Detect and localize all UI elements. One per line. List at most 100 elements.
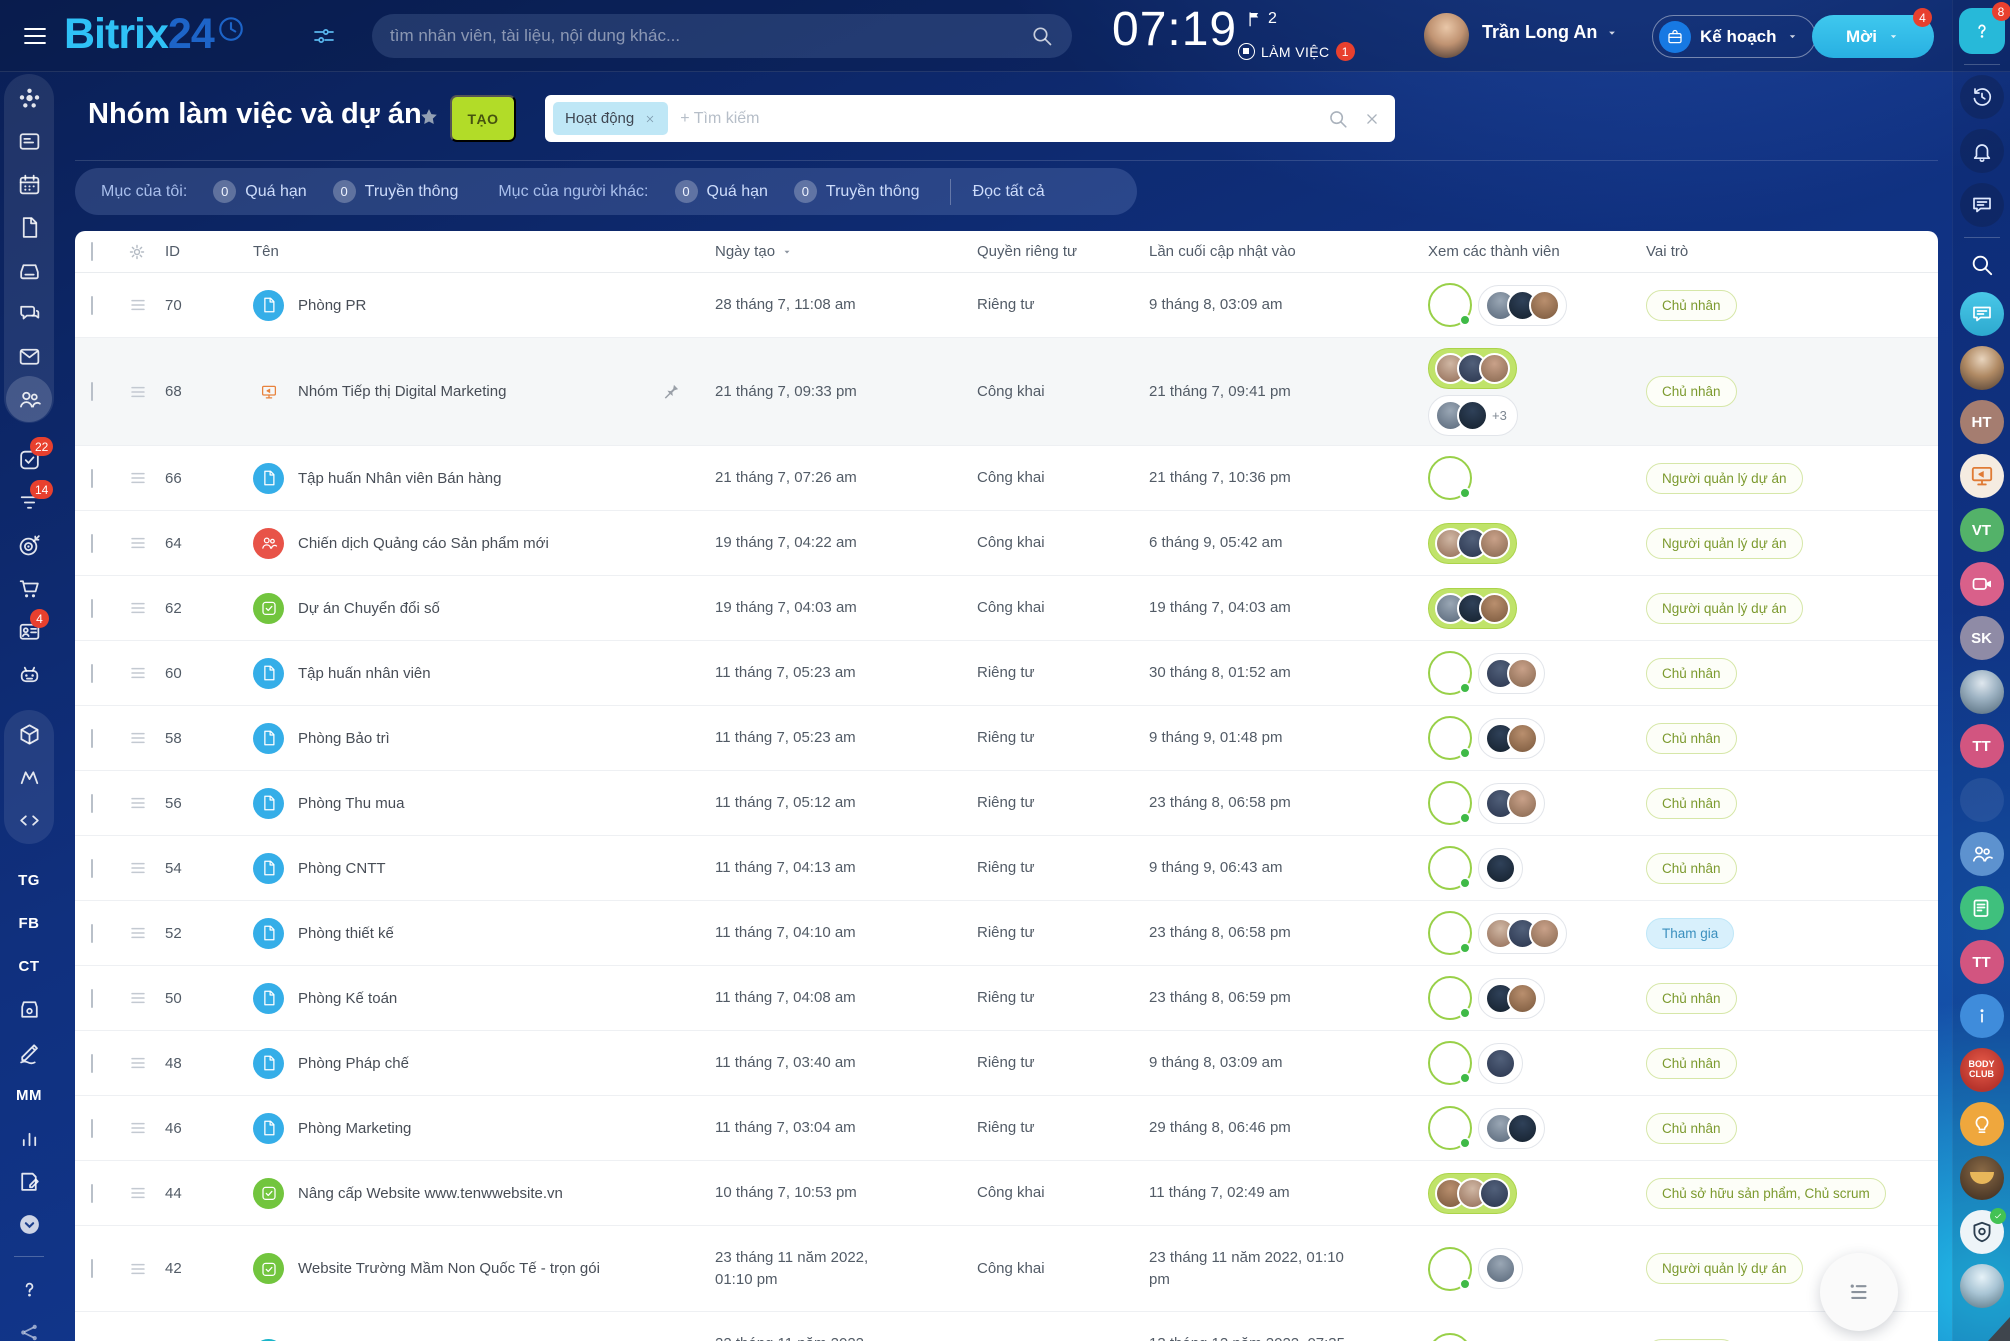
filter-search-icon[interactable]	[1327, 108, 1349, 130]
table-row[interactable]: 62 Dự án Chuyển đổi số 19 tháng 7, 04:03 a…	[75, 576, 1938, 641]
role-badge[interactable]: Chủ nhân	[1646, 1112, 1737, 1144]
group-name-link[interactable]: Phòng thiết kế	[298, 924, 394, 942]
member-group[interactable]	[1428, 1172, 1517, 1214]
member-lead-avatar[interactable]	[1428, 651, 1472, 695]
flag-counter[interactable]: 2	[1245, 10, 1277, 28]
table-row[interactable]: 64 Chiến dịch Quảng cáo Sản phẩm mới 19 th…	[75, 511, 1938, 576]
column-privacy[interactable]: Quyền riêng tư	[977, 243, 1078, 260]
table-row[interactable]: 60 Tập huấn nhân viên 11 tháng 7, 05:23 am…	[75, 641, 1938, 706]
bitrix24-logo[interactable]: Bitrix 24	[64, 10, 246, 59]
table-row[interactable]: 50 Phòng Kế toán 11 tháng 7, 04:08 am Riêng…	[75, 966, 1938, 1031]
workflow-icon[interactable]	[16, 1168, 42, 1194]
filter-search-bar[interactable]: Hoạt động + Tìm kiếm	[545, 95, 1395, 142]
documents-icon[interactable]	[16, 214, 42, 240]
group-name-link[interactable]: Phòng PR	[298, 296, 367, 314]
global-search-input[interactable]: tìm nhân viên, tài liệu, nội dung khác..…	[372, 14, 1072, 58]
column-members[interactable]: Xem các thành viên	[1428, 243, 1560, 260]
role-badge[interactable]: Người quản lý dự án	[1646, 1253, 1803, 1284]
table-row[interactable]: 44 Nâng cấp Website www.tenwwebsite.vn 10 …	[75, 1161, 1938, 1226]
messenger-icon[interactable]	[16, 300, 42, 326]
member-lead-avatar[interactable]	[1428, 1041, 1472, 1085]
automation-icon[interactable]	[16, 661, 42, 687]
role-badge[interactable]: Chủ nhân	[1646, 1047, 1737, 1079]
row-menu-icon[interactable]	[127, 294, 165, 316]
group-name-link[interactable]: Phòng Marketing	[298, 1119, 412, 1137]
search-icon[interactable]	[1960, 248, 2004, 282]
group-name-link[interactable]: Phòng Kế toán	[298, 989, 398, 1007]
row-menu-icon[interactable]	[127, 922, 165, 944]
table-row[interactable]: 40GALA DINNER 202322 tháng 11 năm 2022, …	[75, 1312, 1938, 1341]
column-id[interactable]: ID	[165, 243, 180, 260]
table-settings-gear-icon[interactable]	[127, 242, 165, 262]
work-status[interactable]: LÀM VIỆC 1	[1238, 42, 1355, 61]
member-group[interactable]	[1478, 1042, 1523, 1084]
group-name-link[interactable]: Chiến dịch Quảng cáo Sản phẩm mới	[298, 534, 549, 552]
row-menu-icon[interactable]	[127, 857, 165, 879]
developer-icon[interactable]	[16, 807, 42, 833]
table-row[interactable]: 56 Phòng Thu mua 11 tháng 7, 05:12 am Riêng…	[75, 771, 1938, 836]
row-checkbox[interactable]	[91, 468, 127, 488]
role-badge[interactable]: Người quản lý dự án	[1646, 527, 1803, 559]
analytics-icon[interactable]	[16, 1125, 42, 1151]
row-checkbox[interactable]	[91, 663, 127, 683]
member-lead-avatar[interactable]	[1428, 283, 1472, 327]
group-name-link[interactable]: Nhóm Tiếp thị Digital Marketing	[298, 383, 507, 400]
plan-button[interactable]: Kế hoạch	[1652, 15, 1816, 58]
column-created[interactable]: Ngày tạo	[715, 243, 977, 260]
updates-icon[interactable]	[1959, 75, 2004, 119]
role-badge[interactable]: Chủ sở hữu sản phẩm, Chủ scrum	[1646, 1177, 1886, 1209]
support-icon[interactable]	[16, 1276, 42, 1302]
member-group[interactable]	[1478, 782, 1545, 824]
invite-button[interactable]: Mời 4	[1812, 8, 1934, 58]
row-checkbox[interactable]	[91, 1118, 127, 1138]
row-menu-icon[interactable]	[127, 1117, 165, 1139]
member-group[interactable]	[1478, 912, 1567, 954]
group-name-link[interactable]: Nâng cấp Website www.tenwwebsite.vn	[298, 1184, 563, 1202]
user-chat-avatar[interactable]	[1959, 670, 2004, 714]
chat-tt[interactable]: TT	[1959, 724, 2004, 768]
member-group[interactable]	[1478, 284, 1567, 326]
member-group[interactable]	[1428, 522, 1517, 564]
tg-shortcut[interactable]: TG	[18, 871, 40, 889]
group-name-link[interactable]: Phòng CNTT	[298, 859, 386, 877]
member-group[interactable]	[1478, 1107, 1545, 1149]
crm-icon[interactable]: 14	[16, 480, 54, 515]
row-menu-icon[interactable]	[127, 532, 165, 554]
column-name[interactable]: Tên	[253, 243, 279, 260]
chat-bot-avatar[interactable]	[1959, 292, 2004, 336]
chat-sk[interactable]: SK	[1959, 616, 2004, 660]
chat-tt[interactable]: TT	[1959, 940, 2004, 984]
member-lead-avatar[interactable]	[1428, 716, 1472, 760]
favorite-star-icon[interactable]	[418, 106, 440, 128]
group-name-link[interactable]: Tập huấn nhân viên	[298, 664, 431, 682]
row-menu-icon[interactable]	[127, 1052, 165, 1074]
row-checkbox[interactable]	[91, 295, 127, 315]
row-checkbox[interactable]	[91, 1053, 127, 1073]
table-row[interactable]: 70 Phòng PR 28 tháng 7, 11:08 am Riêng tư 9 …	[75, 273, 1938, 338]
ideas-chat-icon[interactable]	[1959, 1102, 2004, 1146]
row-checkbox[interactable]	[91, 728, 127, 748]
security-chat-logo[interactable]	[1959, 1208, 2006, 1254]
table-row[interactable]: 58 Phòng Bảo trì 11 tháng 7, 05:23 am Riêng…	[75, 706, 1938, 771]
row-menu-icon[interactable]	[127, 1182, 165, 1204]
user-chat-avatar[interactable]	[1959, 346, 2004, 390]
table-row[interactable]: 66 Tập huấn Nhân viên Bán hàng 21 tháng 7,…	[75, 446, 1938, 511]
row-menu-icon[interactable]	[127, 597, 165, 619]
table-row[interactable]: 54 Phòng CNTT 11 tháng 7, 04:13 am Riêng tư…	[75, 836, 1938, 901]
collab-icon[interactable]	[16, 85, 42, 111]
role-badge[interactable]: Tham gia	[1646, 917, 1735, 949]
group-name-link[interactable]: Tập huấn Nhân viên Bán hàng	[298, 469, 502, 487]
news-chat-icon[interactable]	[1959, 886, 2004, 930]
role-badge[interactable]: Chủ nhân	[1646, 982, 1737, 1014]
role-badge[interactable]: Chủ nhân	[1646, 852, 1737, 884]
row-menu-icon[interactable]	[127, 727, 165, 749]
column-role[interactable]: Vai trò	[1646, 243, 1689, 260]
member-group[interactable]	[1428, 587, 1517, 629]
member-group[interactable]	[1478, 1248, 1523, 1289]
m-app-icon[interactable]	[16, 764, 42, 790]
food-chat-logo[interactable]	[1959, 1156, 2004, 1200]
invite-link-icon[interactable]	[16, 1319, 42, 1341]
member-lead-avatar[interactable]	[1428, 846, 1472, 890]
mine-counter[interactable]: 0 Truyền thông	[332, 180, 458, 203]
newsfeed-icon[interactable]	[16, 128, 42, 154]
